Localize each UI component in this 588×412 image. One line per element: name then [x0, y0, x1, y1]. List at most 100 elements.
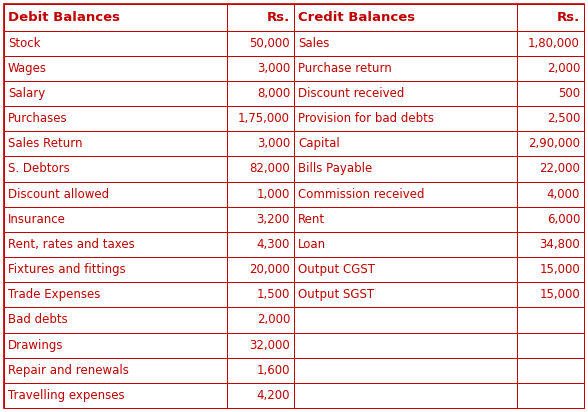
Text: Trade Expenses: Trade Expenses [8, 288, 101, 301]
Bar [294, 182, 517, 207]
Bar [294, 207, 517, 232]
Text: 2,000: 2,000 [256, 314, 290, 326]
Bar [227, 358, 294, 383]
Text: 82,000: 82,000 [249, 162, 290, 176]
Text: 4,300: 4,300 [256, 238, 290, 251]
Text: Rent, rates and taxes: Rent, rates and taxes [8, 238, 135, 251]
Text: 1,000: 1,000 [256, 187, 290, 201]
Bar [517, 4, 584, 30]
Text: Discount received: Discount received [298, 87, 405, 100]
Text: 1,75,000: 1,75,000 [238, 112, 290, 125]
Bar [517, 156, 584, 182]
Bar [517, 131, 584, 156]
Text: 6,000: 6,000 [547, 213, 580, 226]
Text: 4,200: 4,200 [256, 389, 290, 402]
Text: Discount allowed: Discount allowed [8, 187, 109, 201]
Text: Stock: Stock [8, 37, 41, 49]
Text: Rs.: Rs. [267, 11, 290, 24]
Bar [294, 332, 517, 358]
Bar [227, 257, 294, 282]
Bar [227, 232, 294, 257]
Bar [4, 4, 227, 30]
Text: 15,000: 15,000 [539, 263, 580, 276]
Text: Sales: Sales [298, 37, 329, 49]
Text: 50,000: 50,000 [249, 37, 290, 49]
Bar [294, 81, 517, 106]
Bar [227, 156, 294, 182]
Text: 3,000: 3,000 [257, 137, 290, 150]
Text: 3,000: 3,000 [257, 62, 290, 75]
Text: 22,000: 22,000 [539, 162, 580, 176]
Bar [227, 383, 294, 408]
Text: 1,80,000: 1,80,000 [528, 37, 580, 49]
Text: 34,800: 34,800 [539, 238, 580, 251]
Text: 20,000: 20,000 [249, 263, 290, 276]
Bar [227, 30, 294, 56]
Text: Debit Balances: Debit Balances [8, 11, 120, 24]
Bar [4, 207, 227, 232]
Bar [227, 81, 294, 106]
Text: Credit Balances: Credit Balances [298, 11, 415, 24]
Bar [517, 30, 584, 56]
Text: Bills Payable: Bills Payable [298, 162, 372, 176]
Bar [517, 81, 584, 106]
Bar [517, 257, 584, 282]
Text: Insurance: Insurance [8, 213, 66, 226]
Text: 2,000: 2,000 [547, 62, 580, 75]
Text: 1,500: 1,500 [256, 288, 290, 301]
Bar [517, 207, 584, 232]
Bar [227, 332, 294, 358]
Text: Output SGST: Output SGST [298, 288, 374, 301]
Text: 3,200: 3,200 [256, 213, 290, 226]
Bar [4, 307, 227, 332]
Text: Drawings: Drawings [8, 339, 64, 351]
Bar [4, 282, 227, 307]
Bar [4, 383, 227, 408]
Bar [294, 232, 517, 257]
Text: Salary: Salary [8, 87, 45, 100]
Bar [517, 56, 584, 81]
Bar [294, 282, 517, 307]
Text: Repair and renewals: Repair and renewals [8, 364, 129, 377]
Text: Rent: Rent [298, 213, 325, 226]
Text: 15,000: 15,000 [539, 288, 580, 301]
Text: 32,000: 32,000 [249, 339, 290, 351]
Text: 2,90,000: 2,90,000 [528, 137, 580, 150]
Bar [227, 282, 294, 307]
Bar [294, 56, 517, 81]
Text: 2,500: 2,500 [547, 112, 580, 125]
Text: Sales Return: Sales Return [8, 137, 82, 150]
Bar [294, 106, 517, 131]
Bar [517, 358, 584, 383]
Text: Travelling expenses: Travelling expenses [8, 389, 125, 402]
Bar [4, 56, 227, 81]
Bar [4, 358, 227, 383]
Bar [517, 332, 584, 358]
Bar [294, 383, 517, 408]
Text: Provision for bad debts: Provision for bad debts [298, 112, 434, 125]
Bar [227, 56, 294, 81]
Bar [517, 232, 584, 257]
Bar [517, 383, 584, 408]
Bar [227, 182, 294, 207]
Text: S. Debtors: S. Debtors [8, 162, 70, 176]
Bar [4, 156, 227, 182]
Text: Rs.: Rs. [557, 11, 580, 24]
Text: Output CGST: Output CGST [298, 263, 375, 276]
Bar [517, 282, 584, 307]
Bar [4, 81, 227, 106]
Bar [517, 182, 584, 207]
Bar [4, 30, 227, 56]
Bar [4, 182, 227, 207]
Bar [294, 30, 517, 56]
Bar [227, 307, 294, 332]
Bar [4, 106, 227, 131]
Bar [4, 232, 227, 257]
Bar [227, 207, 294, 232]
Bar [294, 4, 517, 30]
Text: Fixtures and fittings: Fixtures and fittings [8, 263, 126, 276]
Bar [517, 307, 584, 332]
Text: Loan: Loan [298, 238, 326, 251]
Text: 8,000: 8,000 [257, 87, 290, 100]
Bar [227, 4, 294, 30]
